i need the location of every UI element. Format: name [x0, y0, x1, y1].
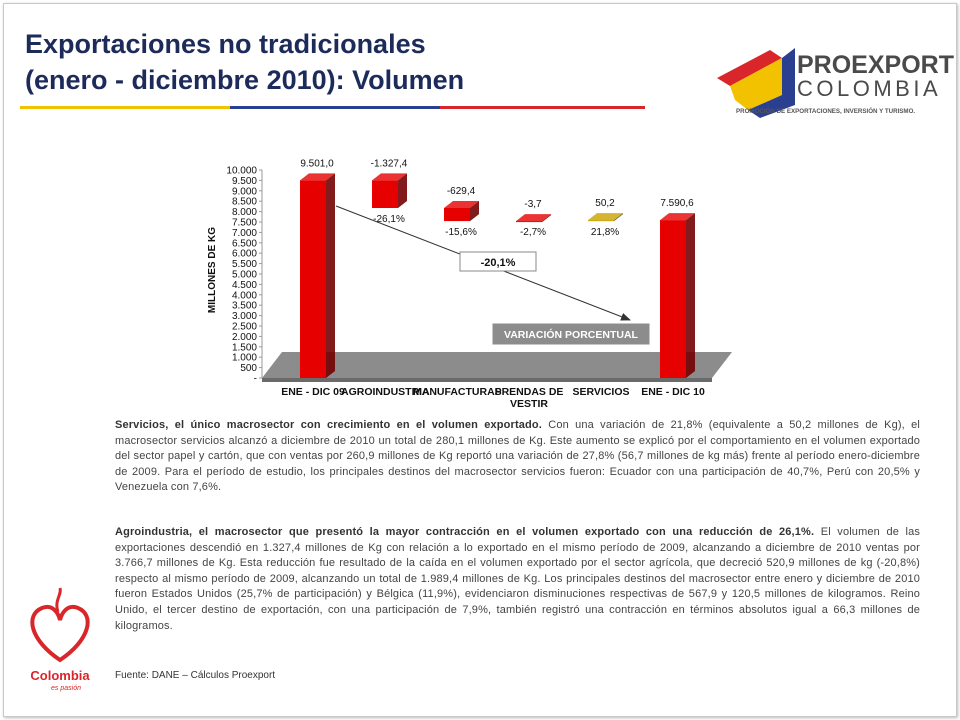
y-tick-label: 8.000	[232, 207, 257, 218]
bar-top	[516, 214, 551, 222]
bar-shade	[398, 173, 407, 208]
x-tick-label: ENE - DIC 10	[641, 386, 705, 398]
legend-box	[491, 322, 651, 346]
title-rule	[20, 106, 230, 109]
y-tick-label: 4.500	[232, 280, 257, 291]
bar-shade	[542, 214, 551, 223]
value-label: 50,2	[595, 198, 615, 209]
bar-side	[326, 173, 335, 378]
bar-shade	[470, 200, 479, 222]
y-tick-label: 9.000	[232, 186, 257, 197]
bar-top	[660, 213, 695, 221]
y-tick-label: 7.500	[232, 218, 257, 229]
y-tick-label: 5.000	[232, 270, 257, 281]
bar-shade	[686, 213, 695, 378]
bar-top	[444, 200, 479, 208]
title-rule	[230, 106, 440, 109]
y-tick-label: 3.500	[232, 301, 257, 312]
y-tick-label: 4.000	[232, 290, 257, 301]
y-tick-label: 5.500	[232, 259, 257, 270]
bar	[300, 180, 326, 378]
paragraph: Servicios, el único macrosector con crec…	[115, 418, 920, 496]
paragraph: Agroindustria, el macrosector que presen…	[115, 525, 920, 634]
y-tick-label: 500	[240, 363, 257, 374]
bar-top	[300, 173, 335, 181]
logo-text: PROEXPORT	[797, 51, 954, 79]
bar-side	[470, 200, 479, 222]
y-tick-label: -	[254, 374, 257, 385]
change-label: -15,6%	[445, 227, 477, 238]
paragraph-body: El volumen de las exportaciones descendi…	[115, 526, 920, 632]
paragraph-lead: Servicios, el único macrosector con crec…	[115, 419, 542, 431]
colombia-logo: Colombia es pasión	[30, 587, 90, 692]
x-tick-label: PRENDAS DE VESTIR	[494, 386, 564, 410]
brand-slogan: es pasión	[51, 685, 81, 692]
value-label: 9.501,0	[300, 158, 334, 169]
source: Fuente: DANE – Cálculos Proexport	[115, 670, 276, 681]
bar-side	[686, 213, 695, 378]
change-label: -2,7%	[520, 227, 546, 238]
legend-box-label: VARIACIÓN PORCENTUAL	[504, 328, 639, 341]
change-label: -26,1%	[373, 214, 405, 225]
x-tick-label: MANUFACTURAS	[413, 386, 502, 398]
y-tick-label: 9.500	[232, 176, 257, 187]
change-label: 21,8%	[591, 227, 619, 238]
bar-shade	[614, 213, 623, 222]
bar-side	[398, 173, 407, 208]
y-tick-label: 7.000	[232, 228, 257, 239]
paragraph-body: Con una variación de 21,8% (equivalente …	[115, 419, 921, 494]
value-label: 7.590,6	[660, 198, 694, 209]
logo-tagline: PROMOCIÓN DE EXPORTACIONES, INVERSIÓN Y …	[736, 107, 915, 115]
change-box	[459, 251, 537, 272]
total-change-label: -20,1%	[481, 257, 516, 269]
bar	[444, 207, 470, 222]
bar	[372, 180, 398, 208]
y-tick-label: 10.000	[226, 166, 257, 177]
bar	[660, 220, 686, 378]
paragraph-lead: Agroindustria, el macrosector que presen…	[115, 526, 815, 538]
title-line: Exportaciones no tradicionales	[25, 29, 426, 59]
value-label: -629,4	[447, 186, 476, 197]
value-label: -3,7	[524, 199, 542, 210]
y-tick-label: 6.500	[232, 238, 257, 249]
title-line: (enero - diciembre 2010): Volumen	[25, 65, 465, 95]
y-tick-label: 6.000	[232, 249, 257, 260]
bar	[516, 221, 542, 223]
x-tick-label: ENE - DIC 09	[281, 386, 345, 398]
x-tick-label: SERVICIOS	[572, 386, 630, 398]
y-tick-label: 2.000	[232, 332, 257, 343]
y-tick-label: 1.500	[232, 342, 257, 353]
bar-top	[588, 213, 623, 221]
proexport-logo: PROEXPORT COLOMBIA PROMOCIÓN DE EXPORTAC…	[717, 48, 954, 118]
chart-floor-edge	[262, 378, 712, 382]
y-axis-label: MILLONES DE KG	[207, 227, 218, 313]
y-tick-label: 2.500	[232, 322, 257, 333]
logo-text: COLOMBIA	[797, 76, 941, 101]
chart-floor	[262, 352, 732, 378]
y-tick-label: 1.000	[232, 353, 257, 364]
bar-shade	[326, 173, 335, 378]
bar-side	[614, 213, 623, 222]
y-tick-label: 3.000	[232, 311, 257, 322]
brand-name: Colombia	[30, 668, 90, 683]
bar	[588, 220, 614, 222]
bar-top	[372, 173, 407, 181]
y-tick-label: 8.500	[232, 197, 257, 208]
title-rule	[440, 106, 645, 109]
title: Exportaciones no tradicionales (enero - …	[25, 26, 464, 98]
bar-side	[542, 214, 551, 223]
value-label: -1.327,4	[371, 158, 408, 169]
slide-frame	[3, 3, 957, 717]
x-tick-label: AGROINDUSTRIA	[341, 386, 430, 398]
